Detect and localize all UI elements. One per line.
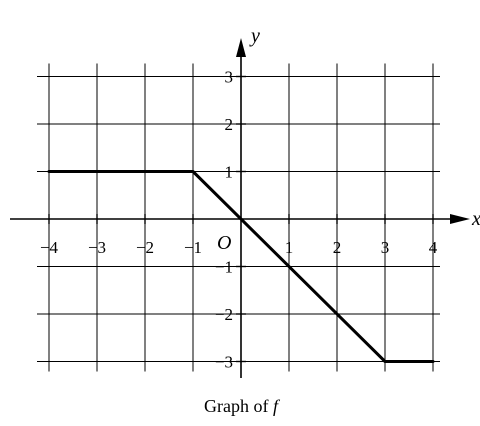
y-tick-label: 2	[225, 115, 234, 134]
x-tick-label: 2	[333, 238, 342, 257]
origin-label: O	[217, 232, 231, 254]
x-tick-label: −1	[184, 238, 202, 257]
x-tick-label: 3	[381, 238, 390, 257]
x-axis-arrow	[450, 214, 470, 224]
y-tick-label: −1	[215, 258, 233, 277]
series-group	[47, 170, 435, 363]
y-tick-label: 3	[225, 68, 234, 87]
y-tick-label: 1	[225, 163, 234, 182]
caption-function-name: f	[273, 396, 281, 416]
y-tick-label: −3	[215, 353, 233, 372]
axes	[10, 38, 470, 378]
y-tick-label: −2	[215, 305, 233, 324]
x-tick-label: −3	[88, 238, 106, 257]
x-tick-label: −4	[40, 238, 59, 257]
x-tick-label: −2	[136, 238, 154, 257]
tick-labels: −4 −3 −2 −1 1 2 3 4 3 2 1 −1 −2 −3	[40, 68, 438, 372]
caption-prefix: Graph of	[204, 396, 273, 416]
series-line-f	[47, 170, 435, 363]
x-tick-label: 1	[285, 238, 294, 257]
chart-caption: Graph of f	[204, 396, 281, 416]
x-tick-label: 4	[429, 238, 438, 257]
tick-marks	[48, 75, 434, 363]
x-axis-label: x	[471, 208, 480, 230]
y-axis-label: y	[249, 25, 260, 47]
y-axis-arrow	[236, 38, 246, 57]
